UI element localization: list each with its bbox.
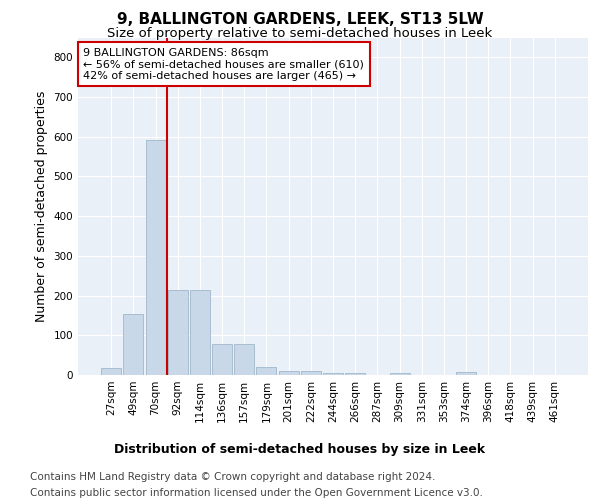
Bar bbox=[190, 290, 210, 375]
Text: Size of property relative to semi-detached houses in Leek: Size of property relative to semi-detach… bbox=[107, 28, 493, 40]
Text: Contains HM Land Registry data © Crown copyright and database right 2024.: Contains HM Land Registry data © Crown c… bbox=[30, 472, 436, 482]
Text: Contains public sector information licensed under the Open Government Licence v3: Contains public sector information licen… bbox=[30, 488, 483, 498]
Bar bbox=[101, 368, 121, 375]
Text: 9, BALLINGTON GARDENS, LEEK, ST13 5LW: 9, BALLINGTON GARDENS, LEEK, ST13 5LW bbox=[116, 12, 484, 28]
Bar bbox=[234, 344, 254, 375]
Bar bbox=[301, 371, 321, 375]
Y-axis label: Number of semi-detached properties: Number of semi-detached properties bbox=[35, 90, 48, 322]
Bar bbox=[345, 373, 365, 375]
Bar bbox=[389, 373, 410, 375]
Bar bbox=[278, 371, 299, 375]
Text: 9 BALLINGTON GARDENS: 86sqm
← 56% of semi-detached houses are smaller (610)
42% : 9 BALLINGTON GARDENS: 86sqm ← 56% of sem… bbox=[83, 48, 364, 81]
Bar bbox=[168, 290, 188, 375]
Bar bbox=[146, 140, 166, 375]
Bar bbox=[323, 373, 343, 375]
Bar bbox=[456, 372, 476, 375]
Bar bbox=[124, 314, 143, 375]
Text: Distribution of semi-detached houses by size in Leek: Distribution of semi-detached houses by … bbox=[115, 442, 485, 456]
Bar bbox=[212, 344, 232, 375]
Bar bbox=[256, 367, 277, 375]
